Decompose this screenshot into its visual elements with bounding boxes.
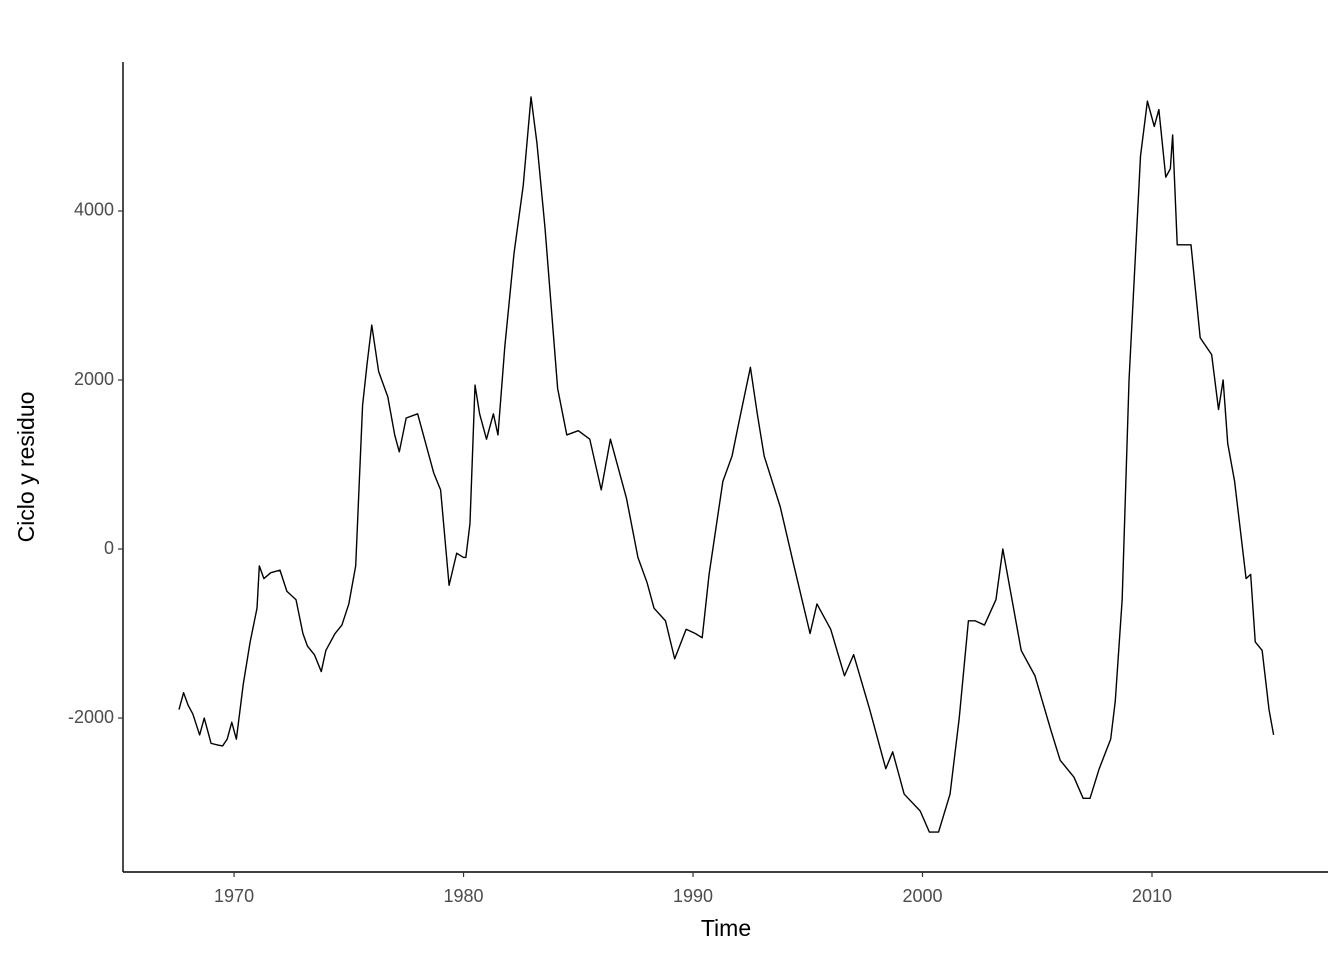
x-tick-label: 1970 [214,886,254,906]
y-tick-label: 2000 [74,369,114,389]
y-axis-title: Ciclo y residuo [13,392,39,543]
x-tick-label: 2000 [902,886,942,906]
x-tick-label: 2010 [1132,886,1172,906]
x-tick-label: 1980 [444,886,484,906]
y-tick-label: 0 [104,538,114,558]
y-tick-label: 4000 [74,200,114,220]
series-line [178,96,1275,833]
x-axis-title: Time [701,915,751,941]
x-tick-label: 1990 [673,886,713,906]
y-tick-label: -2000 [68,707,114,727]
